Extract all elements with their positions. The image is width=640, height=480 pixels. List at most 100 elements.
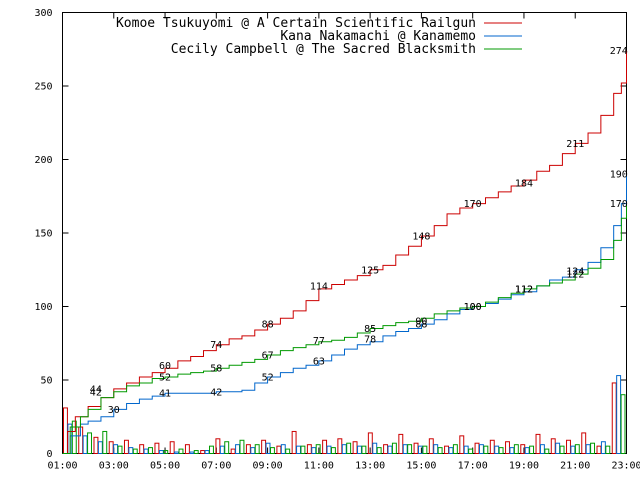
hourly-bar <box>341 444 347 454</box>
hourly-bar <box>276 445 282 454</box>
series-line <box>62 50 627 454</box>
hourly-bar <box>468 448 474 454</box>
hourly-bar <box>215 438 221 454</box>
hourly-bar <box>550 438 556 454</box>
hourly-bar <box>387 445 393 454</box>
axis-ticks: 0 50 100 150 200 250 300 01:00 03:00 05:00 07:00 09… <box>34 8 640 472</box>
x-tick-label: 07:00 <box>201 461 231 472</box>
hourly-bar <box>169 441 175 454</box>
hourly-bar <box>254 444 260 454</box>
data-label: 41 <box>159 389 171 400</box>
hourly-bars <box>63 375 626 455</box>
hourly-bar <box>117 445 123 454</box>
hourly-bar <box>326 445 332 454</box>
hourly-bar <box>376 447 382 454</box>
hourly-bar <box>428 438 434 454</box>
data-label: 52 <box>262 373 274 384</box>
hourly-bar <box>193 450 199 454</box>
hourly-bar <box>559 445 565 454</box>
hourly-bar <box>555 442 561 454</box>
hourly-bar <box>178 448 184 454</box>
plot-frame <box>62 12 627 454</box>
x-tick-label: 21:00 <box>560 461 590 472</box>
hourly-bar <box>600 441 606 454</box>
hourly-bar <box>261 439 267 454</box>
hourly-bar <box>494 445 500 454</box>
hourly-bar <box>174 451 180 454</box>
legend-entry-label: Komoe Tsukuyomi @ A Certain Scientific R… <box>116 16 476 31</box>
hourly-bar <box>383 444 389 454</box>
hourly-bar <box>82 435 88 454</box>
hourly-bar <box>513 444 519 454</box>
data-label: 211 <box>566 139 584 150</box>
y-tick-label: 250 <box>34 82 52 93</box>
data-label: 77 <box>313 336 325 347</box>
data-label: 184 <box>515 179 533 190</box>
hourly-bar <box>581 432 587 455</box>
hourly-bar <box>346 442 352 454</box>
data-label: 100 <box>464 302 482 313</box>
data-label: 60 <box>159 361 171 372</box>
data-label: 100 <box>464 302 482 313</box>
hourly-bar <box>245 444 251 454</box>
hourly-bar <box>306 444 312 454</box>
data-label: 170 <box>464 199 482 210</box>
hourly-bar <box>311 447 317 454</box>
hourly-bar <box>158 450 164 454</box>
legend-entry-label: Kana Nakamachi @ Kanamemo <box>280 29 476 44</box>
hourly-bar <box>285 448 291 454</box>
hourly-bar <box>459 435 465 454</box>
hourly-bar <box>224 441 230 454</box>
x-tick-label: 11:00 <box>304 461 334 472</box>
data-label: 74 <box>210 340 222 351</box>
hourly-bar <box>498 447 504 454</box>
hourly-bar <box>489 439 495 454</box>
series-line <box>62 174 627 454</box>
hourly-bar <box>505 441 510 454</box>
hourly-bar <box>539 444 545 454</box>
y-tick-label: 50 <box>40 376 52 387</box>
y-tick-label: 200 <box>34 155 52 166</box>
hourly-bar <box>437 447 443 454</box>
hourly-bar <box>87 432 92 455</box>
data-label: 44 <box>90 384 102 395</box>
series-lines <box>62 50 627 454</box>
hourly-bar <box>574 444 580 454</box>
legend: Komoe Tsukuyomi @ A Certain Scientific R… <box>116 16 522 57</box>
hourly-bar <box>407 444 413 454</box>
hourly-bar <box>372 442 378 454</box>
hourly-bar <box>448 447 454 454</box>
y-tick-label: 300 <box>34 8 52 19</box>
hourly-bar <box>93 436 99 454</box>
data-label: 42 <box>90 387 102 398</box>
hourly-bar <box>402 444 408 454</box>
hourly-bar <box>184 444 190 454</box>
y-tick-label: 0 <box>46 449 52 460</box>
data-label: 58 <box>210 364 222 375</box>
hourly-bar <box>280 444 286 454</box>
hourly-bar <box>230 448 236 454</box>
hourly-bar <box>219 445 225 454</box>
series-line <box>62 203 627 454</box>
hourly-bar <box>322 439 328 454</box>
hourly-bar <box>200 450 206 454</box>
hourly-bar <box>330 447 336 454</box>
hourly-bar <box>265 442 271 454</box>
hourly-bar <box>596 445 602 454</box>
data-label: 125 <box>361 265 379 276</box>
data-label: 112 <box>515 284 533 295</box>
hourly-bar <box>433 444 439 454</box>
hourly-bar <box>535 433 541 455</box>
data-label: 122 <box>566 270 584 281</box>
data-label: 148 <box>412 231 430 242</box>
hourly-bar <box>132 448 138 454</box>
hourly-bar <box>611 382 617 454</box>
hourly-bar <box>520 444 526 454</box>
y-tick-label: 100 <box>34 302 52 313</box>
data-label: 78 <box>364 334 376 345</box>
data-label: 42 <box>210 387 222 398</box>
hourly-bar <box>139 444 145 454</box>
hourly-bar <box>239 439 245 454</box>
x-tick-label: 05:00 <box>150 461 180 472</box>
